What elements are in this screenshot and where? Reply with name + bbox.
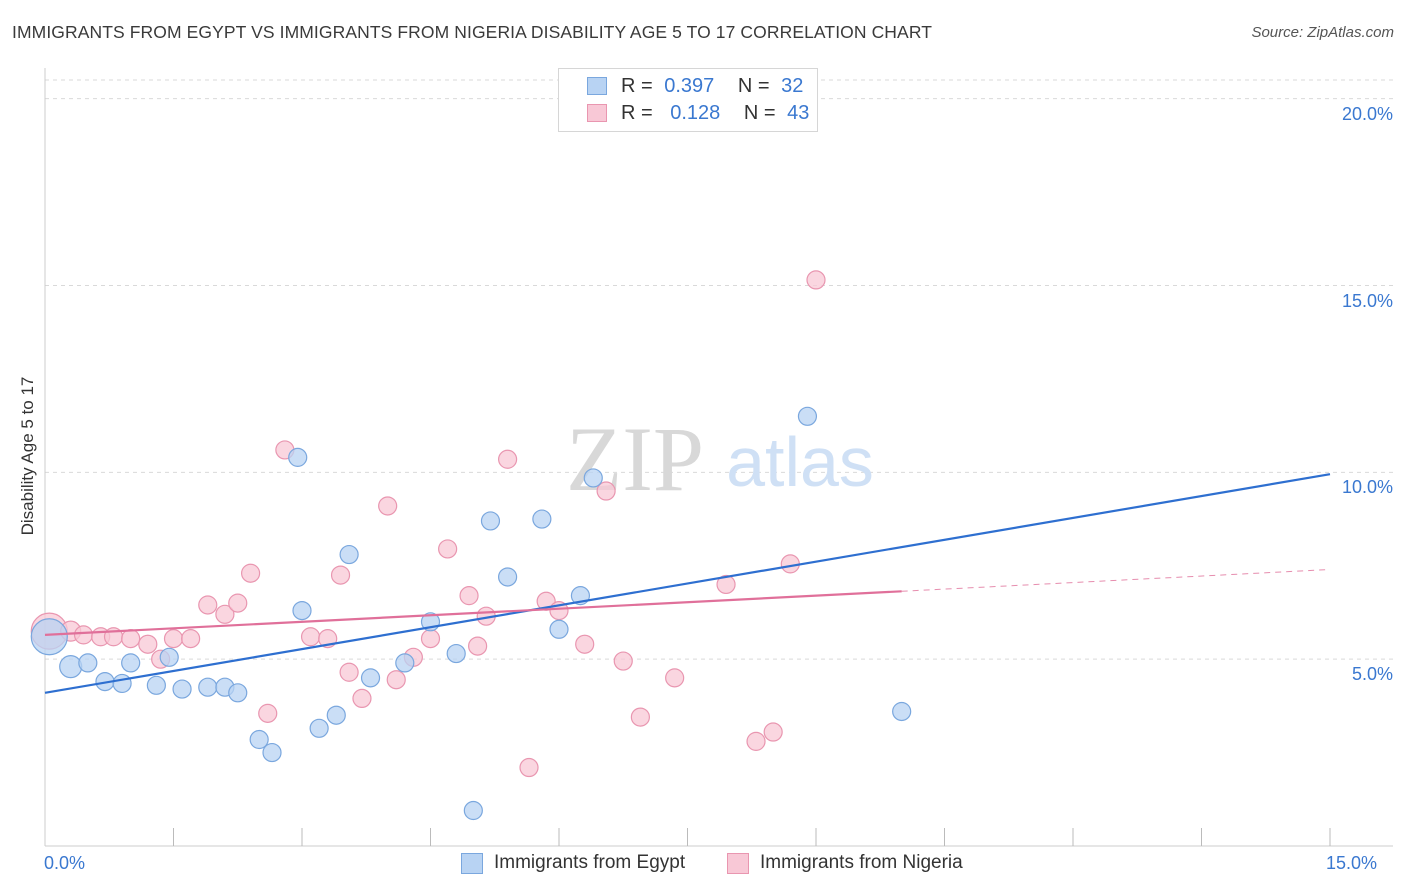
point-nigeria (519, 757, 539, 778)
point-nigeria (378, 496, 398, 516)
point-egypt (892, 701, 912, 722)
legend-r-label: R = (621, 75, 653, 97)
point-nigeria (215, 604, 235, 624)
bottom-legend-label-egypt: Immigrants from Egypt (494, 852, 686, 873)
point-nigeria (300, 627, 321, 647)
trend-line-extension-nigeria (901, 568, 1331, 592)
point-nigeria (763, 722, 783, 742)
point-nigeria (746, 731, 766, 751)
axes (44, 68, 1393, 847)
y-tick-label: 20.0% (1341, 103, 1393, 124)
legend-swatch-egypt (587, 77, 607, 95)
source-credit: Source: ZipAtlas.com (1251, 24, 1394, 41)
legend-r-value: 0.128 (670, 102, 721, 124)
point-nigeria (468, 636, 488, 656)
point-egypt (228, 683, 248, 703)
point-egypt (498, 567, 518, 587)
point-egypt (262, 742, 282, 763)
point-egypt (480, 511, 501, 531)
point-nigeria (73, 625, 94, 645)
data-points (30, 270, 912, 821)
point-egypt (288, 447, 308, 467)
legend-r-value: 0.397 (664, 75, 715, 97)
y-tick-label: 10.0% (1341, 477, 1393, 498)
point-egypt (309, 718, 329, 738)
point-nigeria (352, 688, 372, 709)
watermark: ZIP atlas (566, 408, 874, 510)
bottom-legend-label-nigeria: Immigrants from Nigeria (760, 852, 963, 873)
trend-line-egypt (44, 473, 1331, 694)
point-egypt (446, 643, 466, 664)
point-egypt (549, 619, 569, 639)
point-nigeria (665, 668, 685, 688)
point-nigeria (228, 593, 248, 613)
point-nigeria (596, 481, 616, 501)
y-tick-label: 5.0% (1351, 664, 1393, 685)
point-nigeria (339, 662, 359, 682)
point-nigeria (241, 563, 261, 583)
point-egypt (339, 544, 359, 565)
point-egypt (583, 468, 603, 488)
point-egypt (30, 618, 68, 656)
point-egypt (172, 679, 192, 699)
point-nigeria (181, 629, 201, 649)
point-nigeria (716, 574, 736, 595)
point-nigeria (613, 651, 633, 671)
watermark-zip: ZIP (566, 408, 704, 510)
point-egypt (463, 800, 483, 821)
point-egypt (121, 653, 141, 673)
legend-n-value: 32 (781, 75, 804, 97)
point-nigeria (138, 634, 158, 654)
point-nigeria (806, 270, 826, 290)
legend-n-label: N = (743, 102, 776, 124)
point-nigeria (438, 539, 458, 559)
point-nigeria (498, 449, 518, 469)
bottom-legend-swatch-nigeria (727, 853, 749, 874)
point-egypt (249, 729, 269, 750)
point-nigeria (459, 586, 479, 606)
legend-r-label: R = (621, 102, 653, 124)
point-egypt (797, 406, 818, 426)
point-egypt (360, 668, 381, 688)
point-nigeria (630, 707, 650, 727)
point-egypt (59, 655, 83, 679)
point-egypt (292, 600, 312, 621)
legend-n-label: N = (737, 75, 770, 97)
x-tick-label-max: 15.0% (1326, 853, 1378, 873)
y-tick-label: 15.0% (1341, 290, 1393, 311)
point-nigeria (386, 670, 406, 690)
point-nigeria (258, 703, 278, 723)
point-egypt (198, 677, 218, 697)
x-tick-label-min: 0.0% (44, 853, 86, 873)
legend-swatch-nigeria (587, 104, 607, 122)
point-egypt (78, 653, 98, 673)
trend-line-nigeria (44, 590, 902, 636)
point-egypt (326, 705, 346, 725)
correlation-legend: R = 0.397 N = 32 R = 0.128 N = 43 (558, 68, 818, 132)
point-egypt (395, 653, 415, 673)
point-egypt (532, 509, 552, 529)
point-egypt (159, 647, 179, 667)
point-egypt (146, 675, 166, 695)
point-nigeria (420, 629, 441, 649)
point-nigeria (575, 634, 595, 654)
point-egypt (112, 673, 132, 694)
point-nigeria (198, 595, 218, 615)
chart-title: IMMIGRANTS FROM EGYPT VS IMMIGRANTS FROM… (12, 22, 933, 42)
point-nigeria (163, 629, 184, 649)
point-nigeria (121, 629, 141, 649)
point-nigeria (330, 565, 351, 585)
trend-lines (44, 473, 1331, 694)
watermark-atlas: atlas (726, 423, 874, 501)
legend-n-value: 43 (787, 102, 810, 124)
bottom-legend-swatch-egypt (461, 853, 483, 874)
